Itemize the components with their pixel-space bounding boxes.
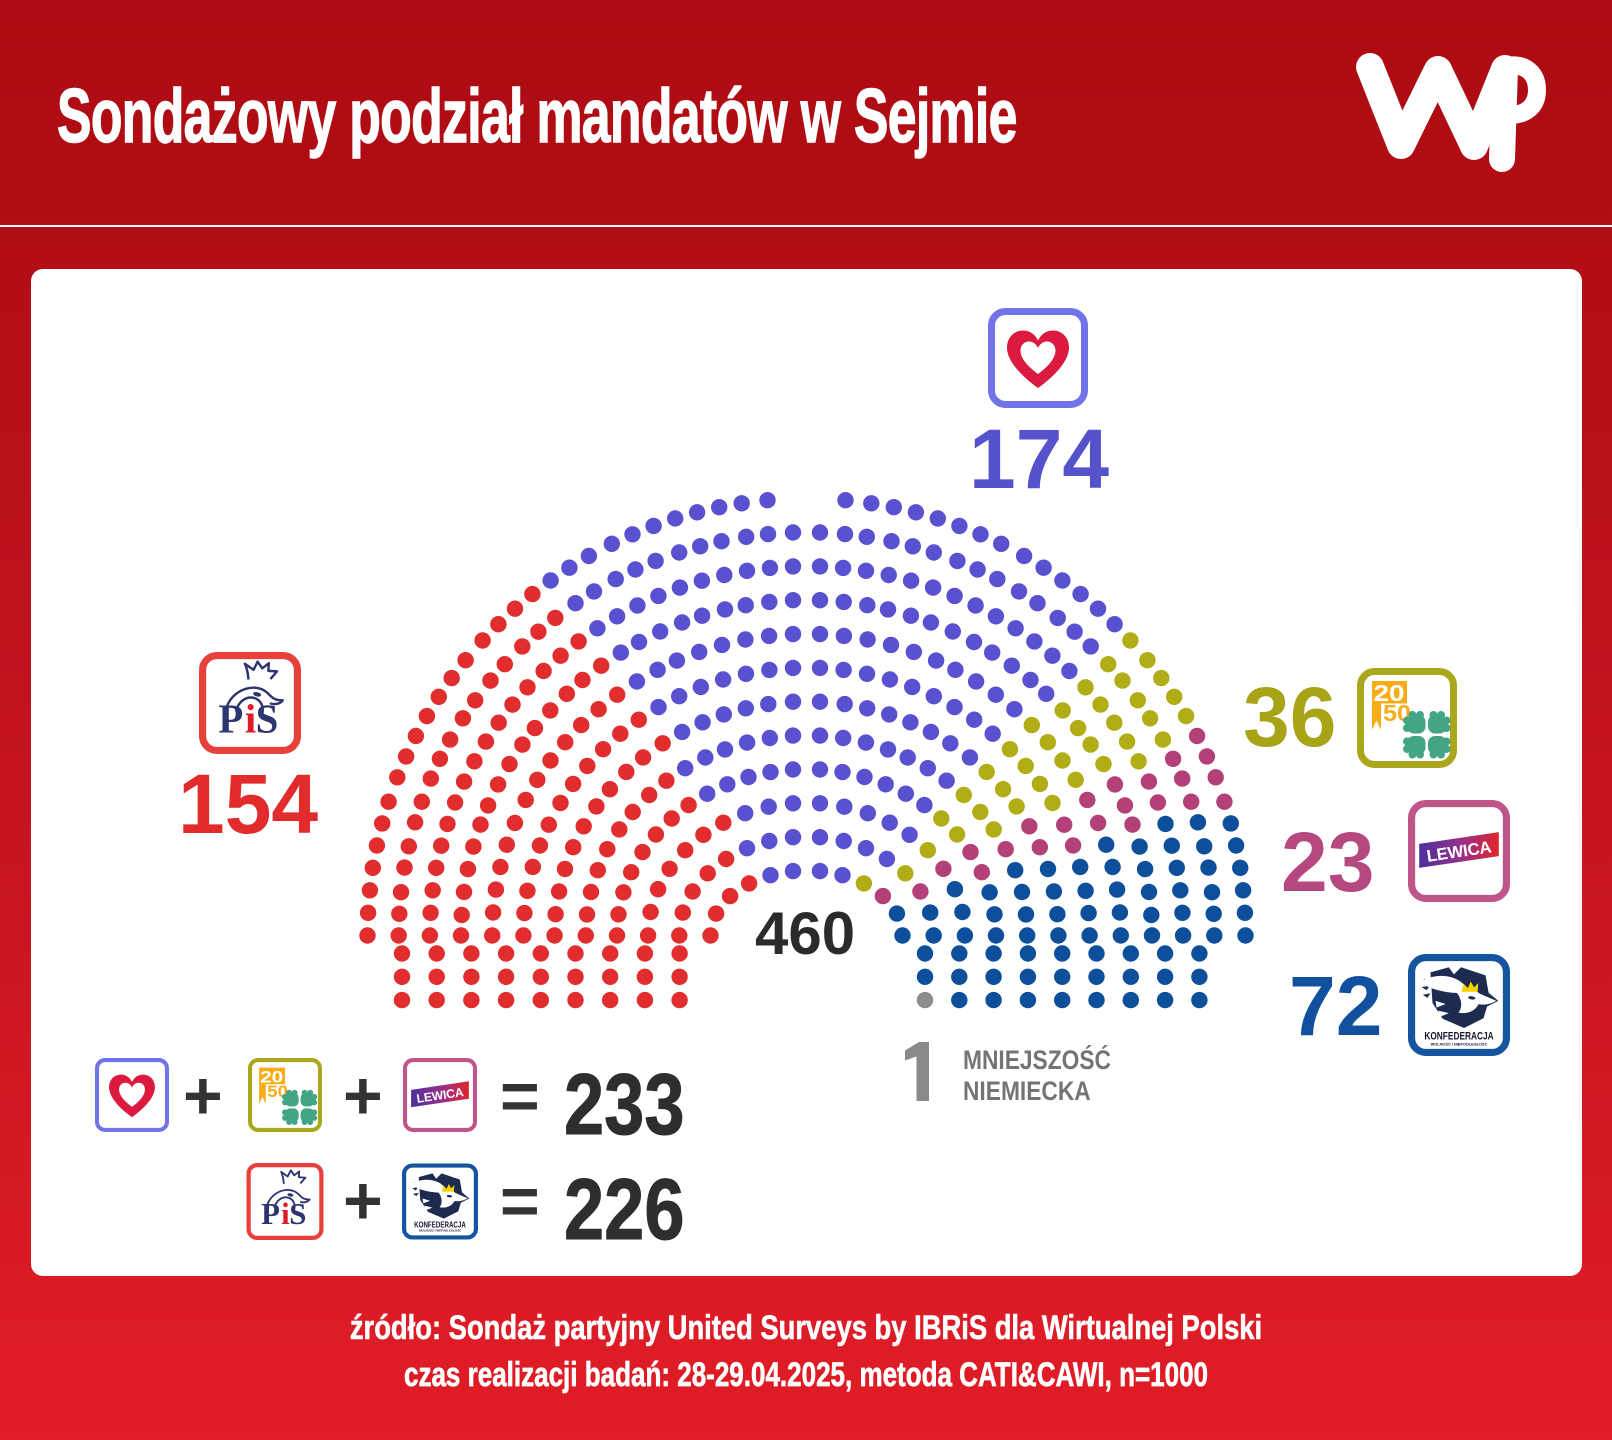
svg-text:i: i <box>245 697 256 742</box>
svg-text:S: S <box>256 697 279 742</box>
svg-text:KONFEDERACJA: KONFEDERACJA <box>1424 1031 1494 1043</box>
svg-text:P: P <box>261 1197 280 1231</box>
svg-text:20: 20 <box>260 1067 283 1086</box>
svg-text:WOLNOŚĆ I NIEPODLEGŁOŚĆ: WOLNOŚĆ I NIEPODLEGŁOŚĆ <box>419 1228 461 1233</box>
svg-text:LEWICA: LEWICA <box>416 1085 465 1106</box>
svg-text:i: i <box>281 1197 290 1231</box>
svg-text:20: 20 <box>1374 680 1405 706</box>
svg-text:P: P <box>218 697 243 742</box>
svg-text:KONFEDERACJA: KONFEDERACJA <box>414 1220 466 1229</box>
svg-text:S: S <box>289 1197 306 1231</box>
svg-text:WOLNOŚĆ I NIEPODLEGŁOŚĆ: WOLNOŚĆ I NIEPODLEGŁOŚĆ <box>1431 1041 1488 1046</box>
